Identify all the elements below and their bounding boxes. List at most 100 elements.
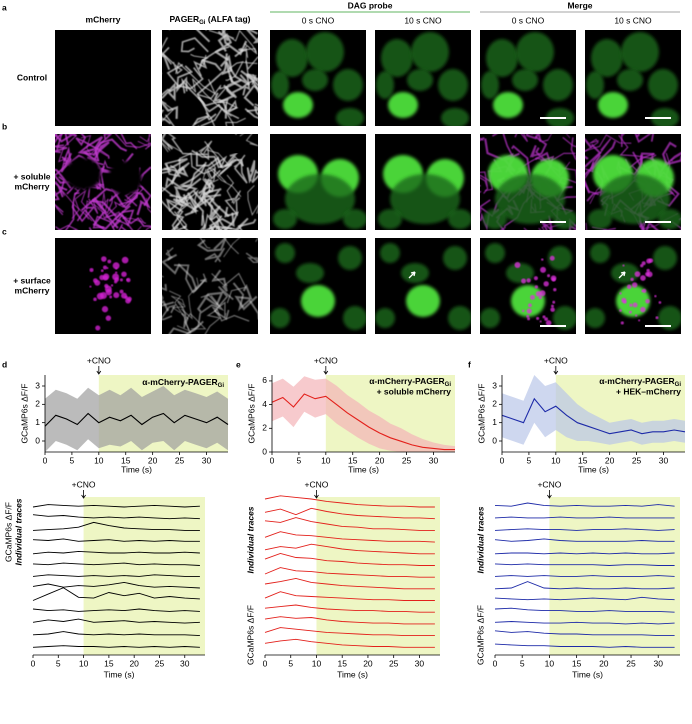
trace bbox=[264, 507, 435, 520]
texture bbox=[89, 285, 92, 288]
panel-letter: a bbox=[2, 2, 7, 12]
texture bbox=[635, 314, 638, 317]
texture bbox=[162, 134, 174, 150]
texture bbox=[526, 308, 532, 314]
texture bbox=[175, 190, 204, 226]
texture bbox=[618, 134, 657, 159]
texture bbox=[632, 302, 638, 308]
col-header: 0 s CNO bbox=[302, 15, 335, 25]
image-content bbox=[585, 243, 681, 330]
texture bbox=[94, 279, 101, 286]
x-tick-label: 15 bbox=[572, 658, 582, 668]
error-band bbox=[272, 376, 455, 452]
cell bbox=[493, 92, 523, 118]
y-tick-label: 1 bbox=[35, 417, 40, 427]
chart-title: α-mCherry-PAGERGi bbox=[142, 377, 224, 388]
x-tick-label: 25 bbox=[402, 455, 412, 465]
texture bbox=[227, 30, 257, 53]
texture bbox=[211, 272, 247, 304]
annotation: +CNO bbox=[314, 355, 338, 365]
x-axis-label: Time (s) bbox=[578, 464, 609, 474]
image-content bbox=[162, 134, 258, 230]
micrograph bbox=[162, 238, 258, 334]
x-tick-label: 30 bbox=[659, 455, 669, 465]
texture bbox=[93, 297, 97, 302]
texture bbox=[545, 320, 552, 326]
texture bbox=[550, 307, 555, 312]
texture bbox=[196, 71, 224, 113]
chart-title: α-mCherry-PAGERGi bbox=[599, 376, 681, 387]
micrograph bbox=[480, 134, 576, 230]
texture bbox=[162, 88, 172, 96]
texture bbox=[177, 300, 189, 329]
x-tick-label: 5 bbox=[70, 455, 75, 465]
cell bbox=[376, 71, 394, 99]
cell bbox=[506, 263, 534, 283]
texture bbox=[551, 304, 554, 308]
cell bbox=[553, 209, 576, 229]
x-tick-label: 25 bbox=[389, 658, 399, 668]
x-axis-label: Time (s) bbox=[337, 669, 368, 679]
texture bbox=[80, 196, 119, 229]
trace bbox=[264, 616, 435, 625]
texture bbox=[163, 166, 189, 185]
cell bbox=[276, 39, 308, 77]
texture bbox=[544, 317, 549, 321]
texture bbox=[480, 199, 494, 218]
texture bbox=[200, 107, 224, 126]
trace bbox=[264, 531, 435, 543]
cell bbox=[301, 285, 335, 317]
cell bbox=[375, 308, 395, 328]
image-bg bbox=[55, 238, 151, 334]
texture bbox=[104, 283, 109, 289]
panel-letter: e bbox=[236, 359, 241, 369]
trace bbox=[32, 550, 200, 555]
annotation: +CNO bbox=[537, 479, 561, 489]
texture bbox=[251, 169, 258, 184]
x-tick-label: 5 bbox=[288, 658, 293, 668]
texture bbox=[190, 53, 209, 67]
texture bbox=[641, 261, 646, 266]
x-tick-label: 25 bbox=[175, 455, 185, 465]
texture bbox=[115, 267, 118, 270]
texture bbox=[110, 284, 114, 287]
x-tick-label: 20 bbox=[148, 455, 158, 465]
x-tick-label: 0 bbox=[493, 658, 498, 668]
texture bbox=[122, 216, 147, 224]
trace bbox=[32, 618, 200, 624]
texture bbox=[55, 224, 79, 230]
texture bbox=[198, 185, 215, 207]
texture bbox=[247, 185, 258, 216]
texture bbox=[538, 296, 542, 300]
texture bbox=[646, 258, 652, 264]
cell bbox=[586, 71, 604, 99]
texture bbox=[525, 134, 542, 142]
texture bbox=[243, 84, 258, 107]
x-tick-label: 5 bbox=[56, 658, 61, 668]
texture bbox=[101, 306, 109, 313]
texture bbox=[175, 61, 217, 96]
x-tick-label: 10 bbox=[79, 658, 89, 668]
row-label: mCherry bbox=[15, 181, 50, 191]
image-content bbox=[378, 155, 471, 229]
texture bbox=[121, 256, 129, 264]
texture bbox=[162, 55, 183, 75]
x-tick-label: 15 bbox=[348, 455, 358, 465]
row-label: mCherry bbox=[15, 285, 50, 295]
image-content bbox=[271, 32, 364, 126]
cell bbox=[480, 308, 500, 328]
texture bbox=[178, 152, 215, 175]
image-content bbox=[375, 243, 471, 330]
texture bbox=[521, 309, 525, 313]
texture bbox=[541, 134, 571, 143]
texture bbox=[211, 306, 250, 322]
y-tick-label: 0 bbox=[492, 435, 497, 445]
texture bbox=[540, 266, 547, 273]
texture bbox=[585, 143, 602, 169]
chart-subtitle: + soluble mCherry bbox=[377, 386, 452, 396]
trace bbox=[32, 608, 200, 612]
texture bbox=[85, 200, 120, 220]
x-tick-label: 10 bbox=[545, 658, 555, 668]
x-axis-label: Time (s) bbox=[572, 669, 603, 679]
image-content bbox=[585, 134, 681, 230]
